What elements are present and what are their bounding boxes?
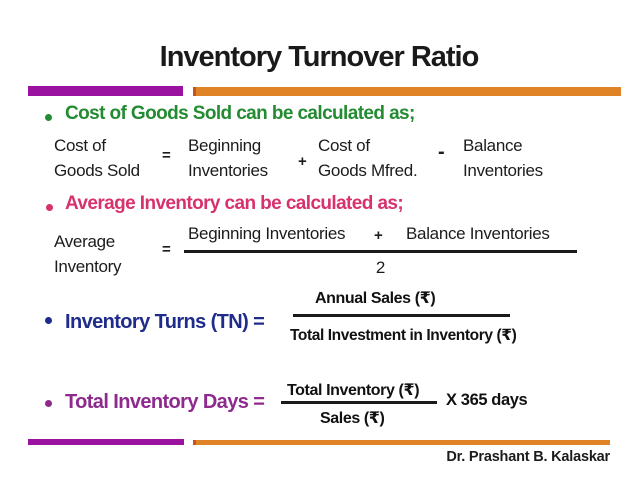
cogs-term3-line1: Balance <box>463 136 523 155</box>
cogs-term3-line2: Inventories <box>463 161 543 180</box>
bottom-divider-orange-bar <box>193 440 610 445</box>
turns-fraction-line <box>293 314 510 317</box>
days-numerator: Total Inventory (₹) <box>287 382 420 399</box>
turns-numerator: Annual Sales (₹) <box>315 290 436 307</box>
turns-denominator: Total Investment in Inventory (₹) <box>290 327 517 344</box>
cogs-result-line2: Goods Sold <box>54 161 140 180</box>
days-denominator: Sales (₹) <box>320 410 385 427</box>
avg-result: Average Inventory <box>54 229 122 279</box>
cogs-term2-line1: Cost of <box>318 136 370 155</box>
bullet-icon-inventory-turns <box>45 317 52 324</box>
heading-inventory-turns: Inventory Turns (TN) = <box>65 311 265 333</box>
cogs-term-beginning-inventories: Beginning Inventories <box>188 133 268 183</box>
author-credit: Dr. Prashant B. Kalaskar <box>446 449 610 465</box>
cogs-result: Cost of Goods Sold <box>54 133 140 183</box>
bullet-icon-inventory-days <box>45 400 52 407</box>
cogs-equals-sign: = <box>162 147 171 164</box>
bullet-icon-average-inventory <box>46 204 53 211</box>
heading-inventory-days: Total Inventory Days = <box>65 391 265 413</box>
days-multiplier: X 365 days <box>446 391 528 409</box>
cogs-term1-line1: Beginning <box>188 136 261 155</box>
avg-result-line1: Average <box>54 232 115 251</box>
bottom-divider-purple-bar <box>28 439 184 445</box>
cogs-term2-line2: Goods Mfred. <box>318 161 418 180</box>
cogs-term-cost-of-goods-mfred: Cost of Goods Mfred. <box>318 133 418 183</box>
top-divider-purple-bar <box>28 86 183 96</box>
cogs-term-balance-inventories: Balance Inventories <box>463 133 543 183</box>
avg-result-line2: Inventory <box>54 257 122 276</box>
days-fraction-line <box>281 401 437 404</box>
cogs-minus-sign: - <box>438 141 445 163</box>
page-title: Inventory Turnover Ratio <box>159 41 480 73</box>
avg-equals-sign: = <box>162 241 171 258</box>
top-divider-orange-bar <box>193 87 621 96</box>
avg-numerator-left: Beginning Inventories <box>188 224 346 243</box>
avg-plus-sign: + <box>374 227 383 244</box>
avg-numerator-right: Balance Inventories <box>406 224 550 243</box>
cogs-result-line1: Cost of <box>54 136 106 155</box>
heading-average-inventory: Average Inventory can be calculated as; <box>65 193 404 214</box>
bullet-icon-cogs <box>45 114 52 121</box>
cogs-term1-line2: Inventories <box>188 161 268 180</box>
cogs-plus-sign: + <box>298 153 307 170</box>
heading-cogs: Cost of Goods Sold can be calculated as; <box>65 103 415 124</box>
avg-denominator: 2 <box>375 258 386 277</box>
avg-fraction-line <box>184 250 577 253</box>
